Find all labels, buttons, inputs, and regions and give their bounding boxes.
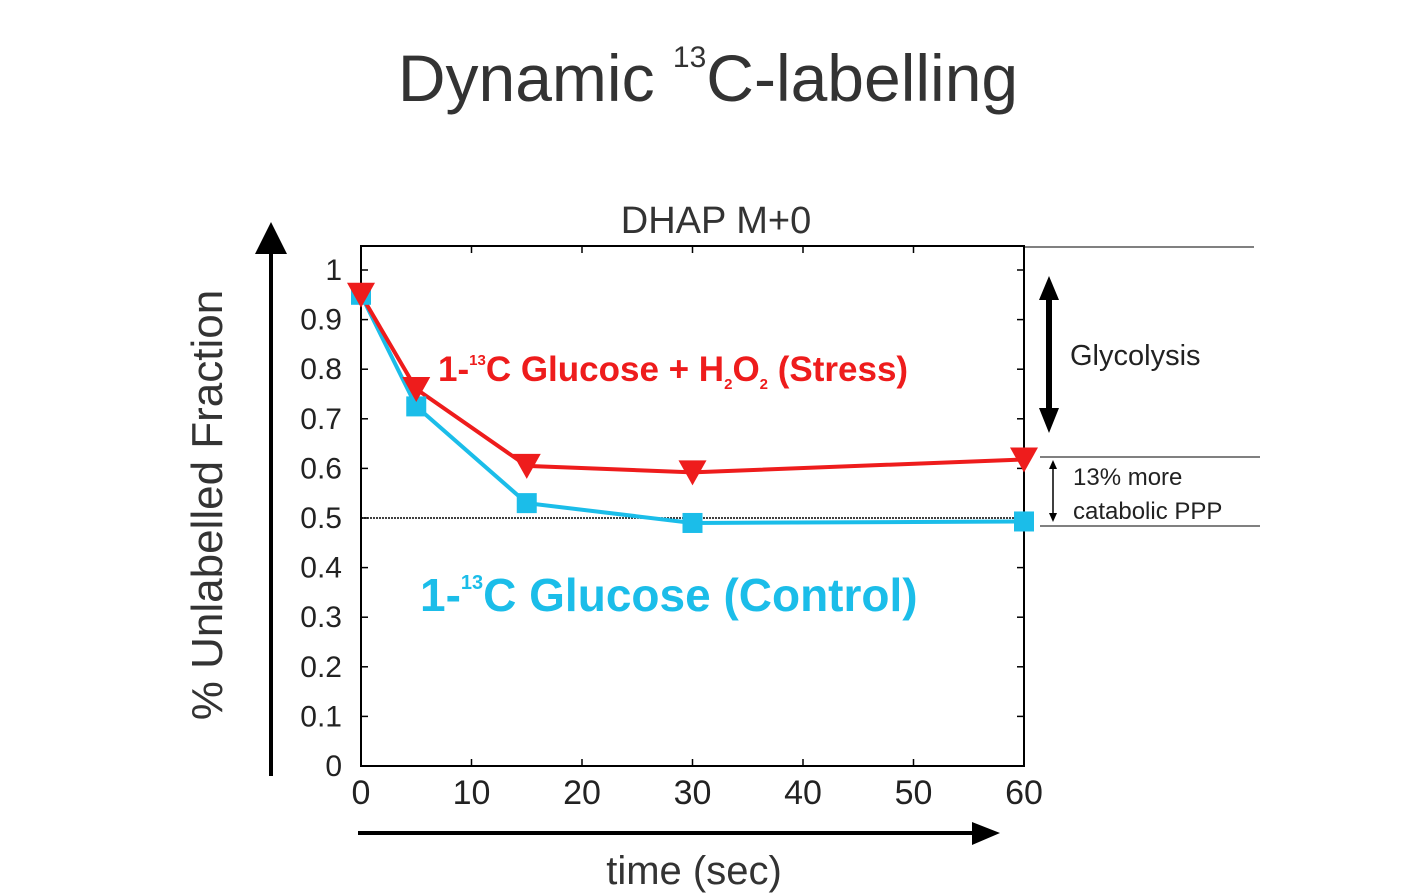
glycolysis-arrow-head-top (1039, 276, 1059, 300)
y-axis-label: % Unlabelled Fraction (183, 290, 232, 720)
y-tick-label: 0.1 (300, 700, 342, 733)
y-tick-label: 0.4 (300, 552, 342, 585)
control-point (516, 493, 537, 514)
ppp-arrow-head-bottom (1049, 513, 1057, 522)
control-point (406, 396, 427, 417)
x-tick-label: 10 (453, 774, 491, 812)
x-axis-label: time (sec) (606, 849, 782, 893)
stress-point (512, 453, 541, 479)
stress-point (678, 460, 707, 486)
x-tick-label: 30 (674, 774, 712, 812)
control-point (1014, 511, 1034, 532)
series-layer (347, 282, 1038, 533)
x-tick-label: 40 (784, 774, 822, 812)
x-axis-arrow-head (972, 822, 1000, 845)
tick-labels: 00.10.20.30.40.50.60.70.80.910 10 20 30 40 50… (300, 254, 1043, 812)
control-series-label: 1-13C Glucose (Control) (420, 569, 918, 621)
stress-series-label: 1-13C Glucose + H2O2 (Stress) (438, 350, 909, 393)
y-tick-label: 0.5 (300, 502, 342, 535)
stress-point (1010, 447, 1038, 473)
slide-title: Dynamic 13C-labelling (397, 41, 1019, 115)
y-tick-label: 0.6 (300, 452, 342, 485)
y-tick-label: 0.8 (300, 353, 342, 386)
plot-frame (360, 245, 1025, 767)
stress-point (402, 377, 431, 403)
stress-point (347, 282, 375, 308)
series-line-1 (359, 293, 1025, 525)
y-tick-label: 0 (325, 750, 342, 783)
x-tick-label: 0 (352, 774, 371, 812)
glycolysis-arrow-head-bottom (1039, 408, 1059, 433)
ppp-label-line1: 13% more (1073, 464, 1183, 491)
glycolysis-label: Glycolysis (1070, 340, 1201, 372)
x-tick-label: 50 (895, 774, 933, 812)
chart-title: DHAP M+0 (621, 200, 811, 242)
x-tick-label: 60 (1005, 774, 1043, 812)
y-tick-label: 0.9 (300, 304, 342, 337)
y-tick-label: 0.7 (300, 403, 342, 436)
y-tick-label: 0.3 (300, 601, 342, 634)
tick-marks (360, 246, 1025, 767)
y-tick-label: 1 (325, 254, 342, 287)
x-tick-label: 20 (563, 774, 601, 812)
y-tick-label: 0.2 (300, 651, 342, 684)
control-point (682, 512, 703, 533)
ppp-label-line2: catabolic PPP (1073, 498, 1223, 525)
ppp-arrow-head-top (1049, 460, 1057, 469)
